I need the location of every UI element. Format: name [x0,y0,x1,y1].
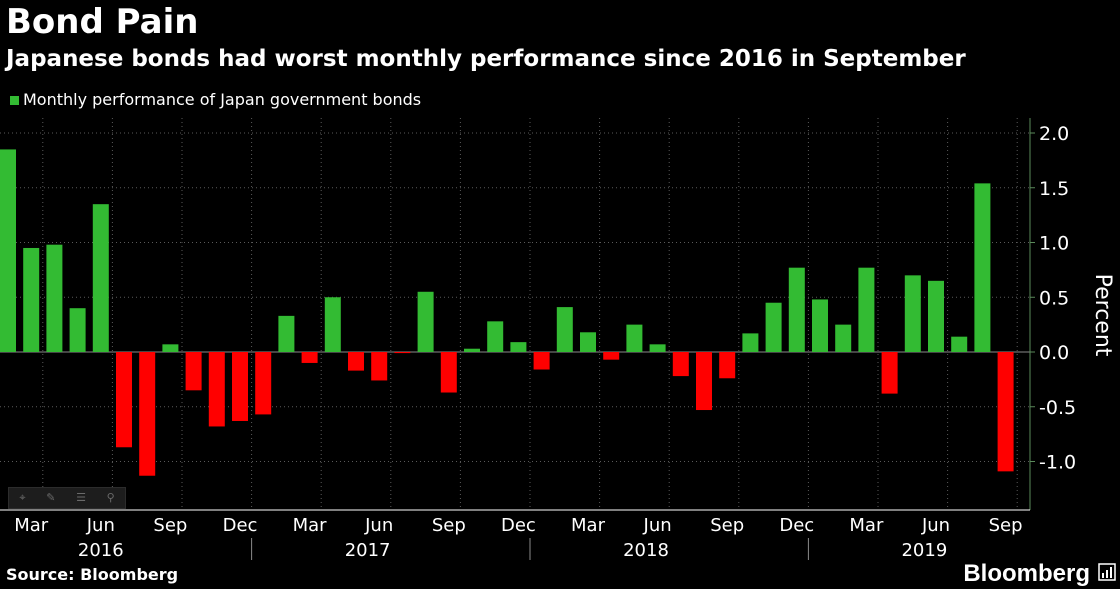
bar [348,352,364,371]
x-tick-label: Dec [223,515,258,536]
bar [185,352,202,391]
bar [255,352,272,415]
bar [417,291,434,352]
y-tick-label: 2.0 [1039,123,1069,145]
chart-title: Bond Pain [6,2,199,42]
zoom-icon[interactable]: ⚲ [106,491,115,504]
bar [464,348,480,352]
x-tick-label: Mar [293,515,328,536]
bar [232,352,248,421]
y-tick-label: 0.5 [1039,287,1069,309]
bar [835,324,852,352]
x-tick-label: Sep [710,515,744,536]
bar [46,244,63,352]
bar [904,275,921,352]
year-label: 2019 [901,540,947,561]
bar [603,352,620,360]
bar [742,333,759,352]
bar [69,308,86,352]
bar [951,336,968,352]
bar [139,352,156,476]
year-label: 2018 [623,540,669,561]
x-tick-label: Dec [779,515,814,536]
bar [371,352,388,381]
chart-toolbar: ⌖ ✎ ☰ ⚲ [8,487,126,509]
bar [928,280,944,352]
y-tick-label: 1.5 [1039,178,1069,200]
bar [0,149,16,352]
bar [788,267,805,352]
bar [301,352,318,363]
bar [162,344,179,352]
x-tick-label: Mar [14,515,49,536]
list-icon[interactable]: ☰ [76,491,86,504]
bar [556,307,573,352]
bar [116,352,132,448]
year-label: 2017 [345,540,391,561]
bar [394,352,411,354]
bar [974,183,991,352]
x-tick-label: Jun [643,515,672,536]
chart-subtitle: Japanese bonds had worst monthly perform… [6,46,966,72]
bar [649,344,666,352]
bar [765,302,782,352]
bar [324,297,341,352]
bar [440,352,457,393]
y-tick-label: 1.0 [1039,233,1069,255]
x-tick-label: Jun [921,515,950,536]
pencil-icon[interactable]: ✎ [46,491,56,504]
x-tick-label: Jun [86,515,115,536]
y-tick-label: -1.0 [1039,452,1076,474]
terminal-icon [1098,563,1116,581]
bar [881,352,898,394]
bar [696,352,712,411]
bar [672,352,689,377]
year-label: 2016 [78,540,124,561]
legend: Monthly performance of Japan government … [10,90,421,110]
bar [208,352,225,427]
x-tick-label: Mar [571,515,606,536]
crosshair-icon[interactable]: ⌖ [19,491,26,504]
bar [23,247,40,352]
bar [487,321,504,352]
x-tick-label: Sep [432,515,466,536]
y-tick-label: -0.5 [1039,397,1076,419]
bar [278,315,295,352]
bar [626,324,643,352]
brand-logo: Bloomberg [963,560,1090,587]
x-tick-label: Sep [989,515,1023,536]
y-axis-title: Percent [1090,274,1115,357]
bar [997,352,1014,472]
bar [510,342,527,352]
y-tick-label: 0.0 [1039,342,1069,364]
x-tick-label: Mar [849,515,884,536]
bar [92,204,109,352]
bar [533,352,550,370]
x-tick-label: Dec [501,515,536,536]
bar [858,267,875,352]
bar [719,352,736,379]
x-tick-label: Sep [153,515,187,536]
bar [580,332,596,352]
x-tick-label: Jun [364,515,393,536]
legend-swatch [10,95,19,105]
bar [812,299,828,352]
source-note: Source: Bloomberg [6,565,179,584]
legend-label: Monthly performance of Japan government … [23,90,422,109]
